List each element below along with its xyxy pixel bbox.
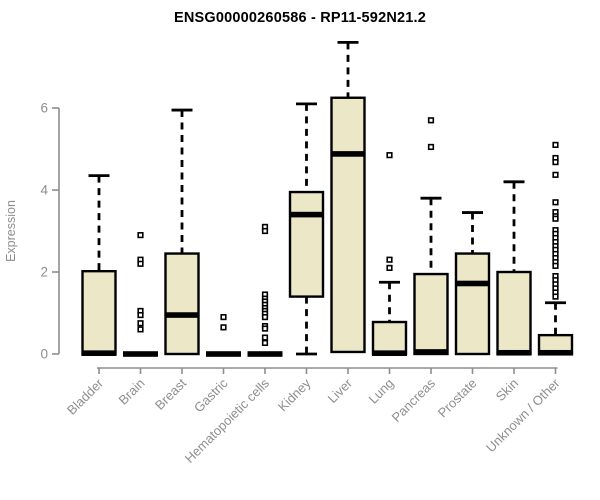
outlier-point [261,339,269,347]
x-tick-label: Lung [366,376,397,407]
iqr-box [330,96,366,354]
iqr-box [454,252,491,356]
iqr-box [81,269,117,356]
outlier-point [137,320,144,327]
iqr-box [371,320,408,356]
outlier-point [552,141,559,149]
outlier-point [427,117,435,124]
x-tick-label: Unknown / Other [483,375,563,455]
x-tick-label: Skin [493,376,521,404]
outlier-point [386,256,393,263]
median-line [247,351,283,357]
outlier-point [261,227,269,235]
x-tick-label: Kidney [275,375,314,414]
iqr-box [164,252,200,356]
median-line [496,349,532,356]
x-tick-label: Liver [325,375,356,406]
median-line [372,350,407,356]
outlier-point [552,262,559,269]
x-tick-label: Brain [116,376,148,408]
median-line [81,350,117,356]
outlier-point [386,152,393,159]
median-line [164,312,200,318]
x-tick-label: Breast [152,375,189,412]
median-line [330,151,366,157]
outlier-point [137,311,144,319]
y-tick-label: 2 [40,265,48,280]
x-tick-label: Bladder [64,375,107,418]
y-tick-label: 4 [40,183,48,198]
iqr-box [413,272,449,356]
outlier-point [137,232,144,239]
x-tick-label: Pancreas [389,375,439,425]
outlier-point [552,293,559,300]
outlier-point [552,199,559,206]
median-line [206,351,241,357]
median-line [123,351,158,357]
outlier-point [137,326,144,333]
x-tick-label: Prostate [435,376,480,421]
iqr-box [288,190,325,298]
outlier-point [261,313,269,321]
chart-title: ENSG00000260586 - RP11-592N21.2 [173,10,427,26]
outlier-point [220,313,227,321]
median-line [538,349,573,356]
median-line [455,280,490,287]
outlier-point [552,159,559,166]
outlier-point [552,215,559,222]
outlier-point [220,324,227,331]
median-line [289,211,324,218]
outlier-point [137,260,144,267]
y-tick-label: 0 [40,347,48,362]
y-tick-label: 6 [40,101,48,116]
y-axis-title: Expression [4,200,18,262]
outlier-point [261,325,269,332]
outlier-point [552,171,559,178]
outlier-point [386,264,393,272]
outlier-point [261,334,269,341]
iqr-box [496,270,532,356]
median-line [413,349,449,355]
outlier-point [427,143,435,151]
x-tick-label: Gastric [191,375,231,415]
